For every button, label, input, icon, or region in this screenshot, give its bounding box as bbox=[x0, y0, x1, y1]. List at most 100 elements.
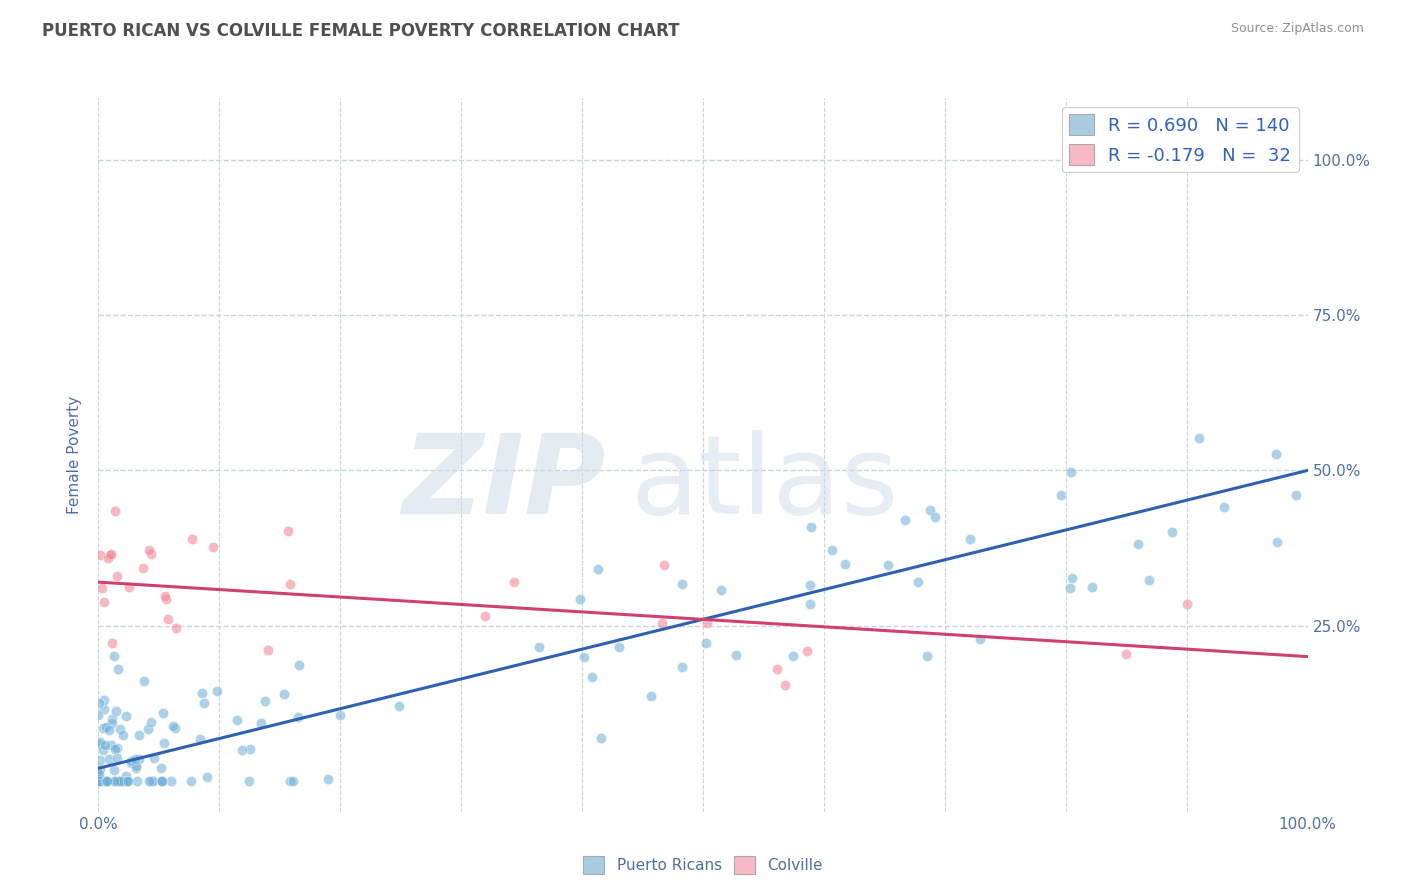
Point bbox=[138, 543, 160, 558]
Legend: Puerto Ricans, Colville: Puerto Ricans, Colville bbox=[576, 850, 830, 880]
Point bbox=[581, 670, 603, 684]
Point bbox=[107, 773, 129, 788]
Point bbox=[201, 541, 224, 555]
Y-axis label: Female Poverty: Female Poverty bbox=[67, 396, 83, 514]
Point bbox=[180, 532, 202, 546]
Point bbox=[115, 709, 138, 723]
Point bbox=[588, 562, 610, 576]
Point bbox=[1265, 447, 1288, 461]
Point bbox=[149, 773, 172, 788]
Point bbox=[94, 721, 117, 735]
Point bbox=[87, 707, 110, 722]
Point bbox=[710, 583, 733, 598]
Point bbox=[195, 771, 218, 785]
Point bbox=[1062, 571, 1084, 585]
Text: atlas: atlas bbox=[630, 430, 898, 537]
Point bbox=[93, 595, 115, 609]
Point bbox=[188, 731, 211, 746]
Point bbox=[96, 773, 118, 788]
Point bbox=[89, 773, 111, 788]
Point bbox=[277, 524, 299, 539]
Point bbox=[90, 773, 112, 788]
Point bbox=[124, 752, 146, 766]
Point bbox=[318, 772, 340, 786]
Point bbox=[696, 615, 718, 630]
Point bbox=[474, 609, 496, 624]
Point bbox=[108, 773, 131, 788]
Text: ZIP: ZIP bbox=[402, 430, 606, 537]
Point bbox=[153, 735, 176, 749]
Point bbox=[163, 721, 186, 735]
Point bbox=[724, 648, 747, 662]
Point bbox=[959, 532, 981, 546]
Point bbox=[97, 551, 120, 566]
Point bbox=[138, 773, 160, 788]
Point bbox=[568, 592, 591, 607]
Point bbox=[105, 773, 128, 788]
Point bbox=[1175, 598, 1198, 612]
Point bbox=[112, 773, 135, 788]
Point bbox=[87, 766, 110, 780]
Point bbox=[94, 773, 117, 788]
Point bbox=[89, 548, 111, 562]
Point bbox=[180, 773, 202, 788]
Point bbox=[651, 615, 673, 630]
Point bbox=[89, 735, 111, 749]
Point bbox=[800, 520, 823, 534]
Point bbox=[1080, 580, 1102, 594]
Point bbox=[89, 773, 111, 788]
Point bbox=[91, 581, 114, 595]
Point bbox=[503, 574, 526, 589]
Point bbox=[98, 752, 121, 766]
Point bbox=[239, 742, 262, 756]
Point bbox=[283, 773, 305, 788]
Point bbox=[652, 558, 675, 572]
Point bbox=[87, 773, 110, 788]
Point bbox=[924, 510, 946, 524]
Point bbox=[609, 640, 631, 654]
Point bbox=[278, 577, 301, 591]
Point bbox=[93, 702, 115, 716]
Point bbox=[101, 636, 124, 650]
Point bbox=[115, 773, 138, 788]
Point bbox=[100, 738, 122, 752]
Point bbox=[96, 773, 118, 788]
Point bbox=[388, 699, 411, 714]
Point bbox=[969, 632, 991, 647]
Point bbox=[132, 673, 155, 688]
Point bbox=[94, 773, 117, 788]
Point bbox=[105, 751, 128, 765]
Point bbox=[257, 643, 280, 657]
Point bbox=[671, 660, 693, 674]
Point bbox=[288, 658, 311, 673]
Point bbox=[132, 561, 155, 575]
Point bbox=[329, 708, 352, 723]
Point bbox=[141, 773, 163, 788]
Point bbox=[894, 513, 917, 527]
Point bbox=[695, 636, 717, 650]
Point bbox=[103, 763, 125, 777]
Point bbox=[89, 737, 111, 751]
Point bbox=[775, 678, 797, 692]
Point bbox=[1188, 432, 1211, 446]
Point bbox=[152, 706, 174, 721]
Point bbox=[162, 718, 184, 732]
Point bbox=[671, 577, 693, 591]
Point bbox=[254, 693, 277, 707]
Point bbox=[139, 714, 162, 729]
Point bbox=[238, 773, 260, 788]
Point bbox=[150, 773, 173, 788]
Point bbox=[115, 769, 138, 783]
Point bbox=[250, 716, 273, 731]
Point bbox=[766, 662, 789, 676]
Point bbox=[100, 712, 122, 726]
Point bbox=[157, 612, 180, 626]
Point bbox=[117, 580, 139, 594]
Point bbox=[87, 773, 110, 788]
Point bbox=[107, 662, 129, 676]
Point bbox=[98, 549, 121, 563]
Point bbox=[104, 704, 127, 718]
Text: Source: ZipAtlas.com: Source: ZipAtlas.com bbox=[1230, 22, 1364, 36]
Point bbox=[87, 773, 110, 788]
Point bbox=[111, 773, 134, 788]
